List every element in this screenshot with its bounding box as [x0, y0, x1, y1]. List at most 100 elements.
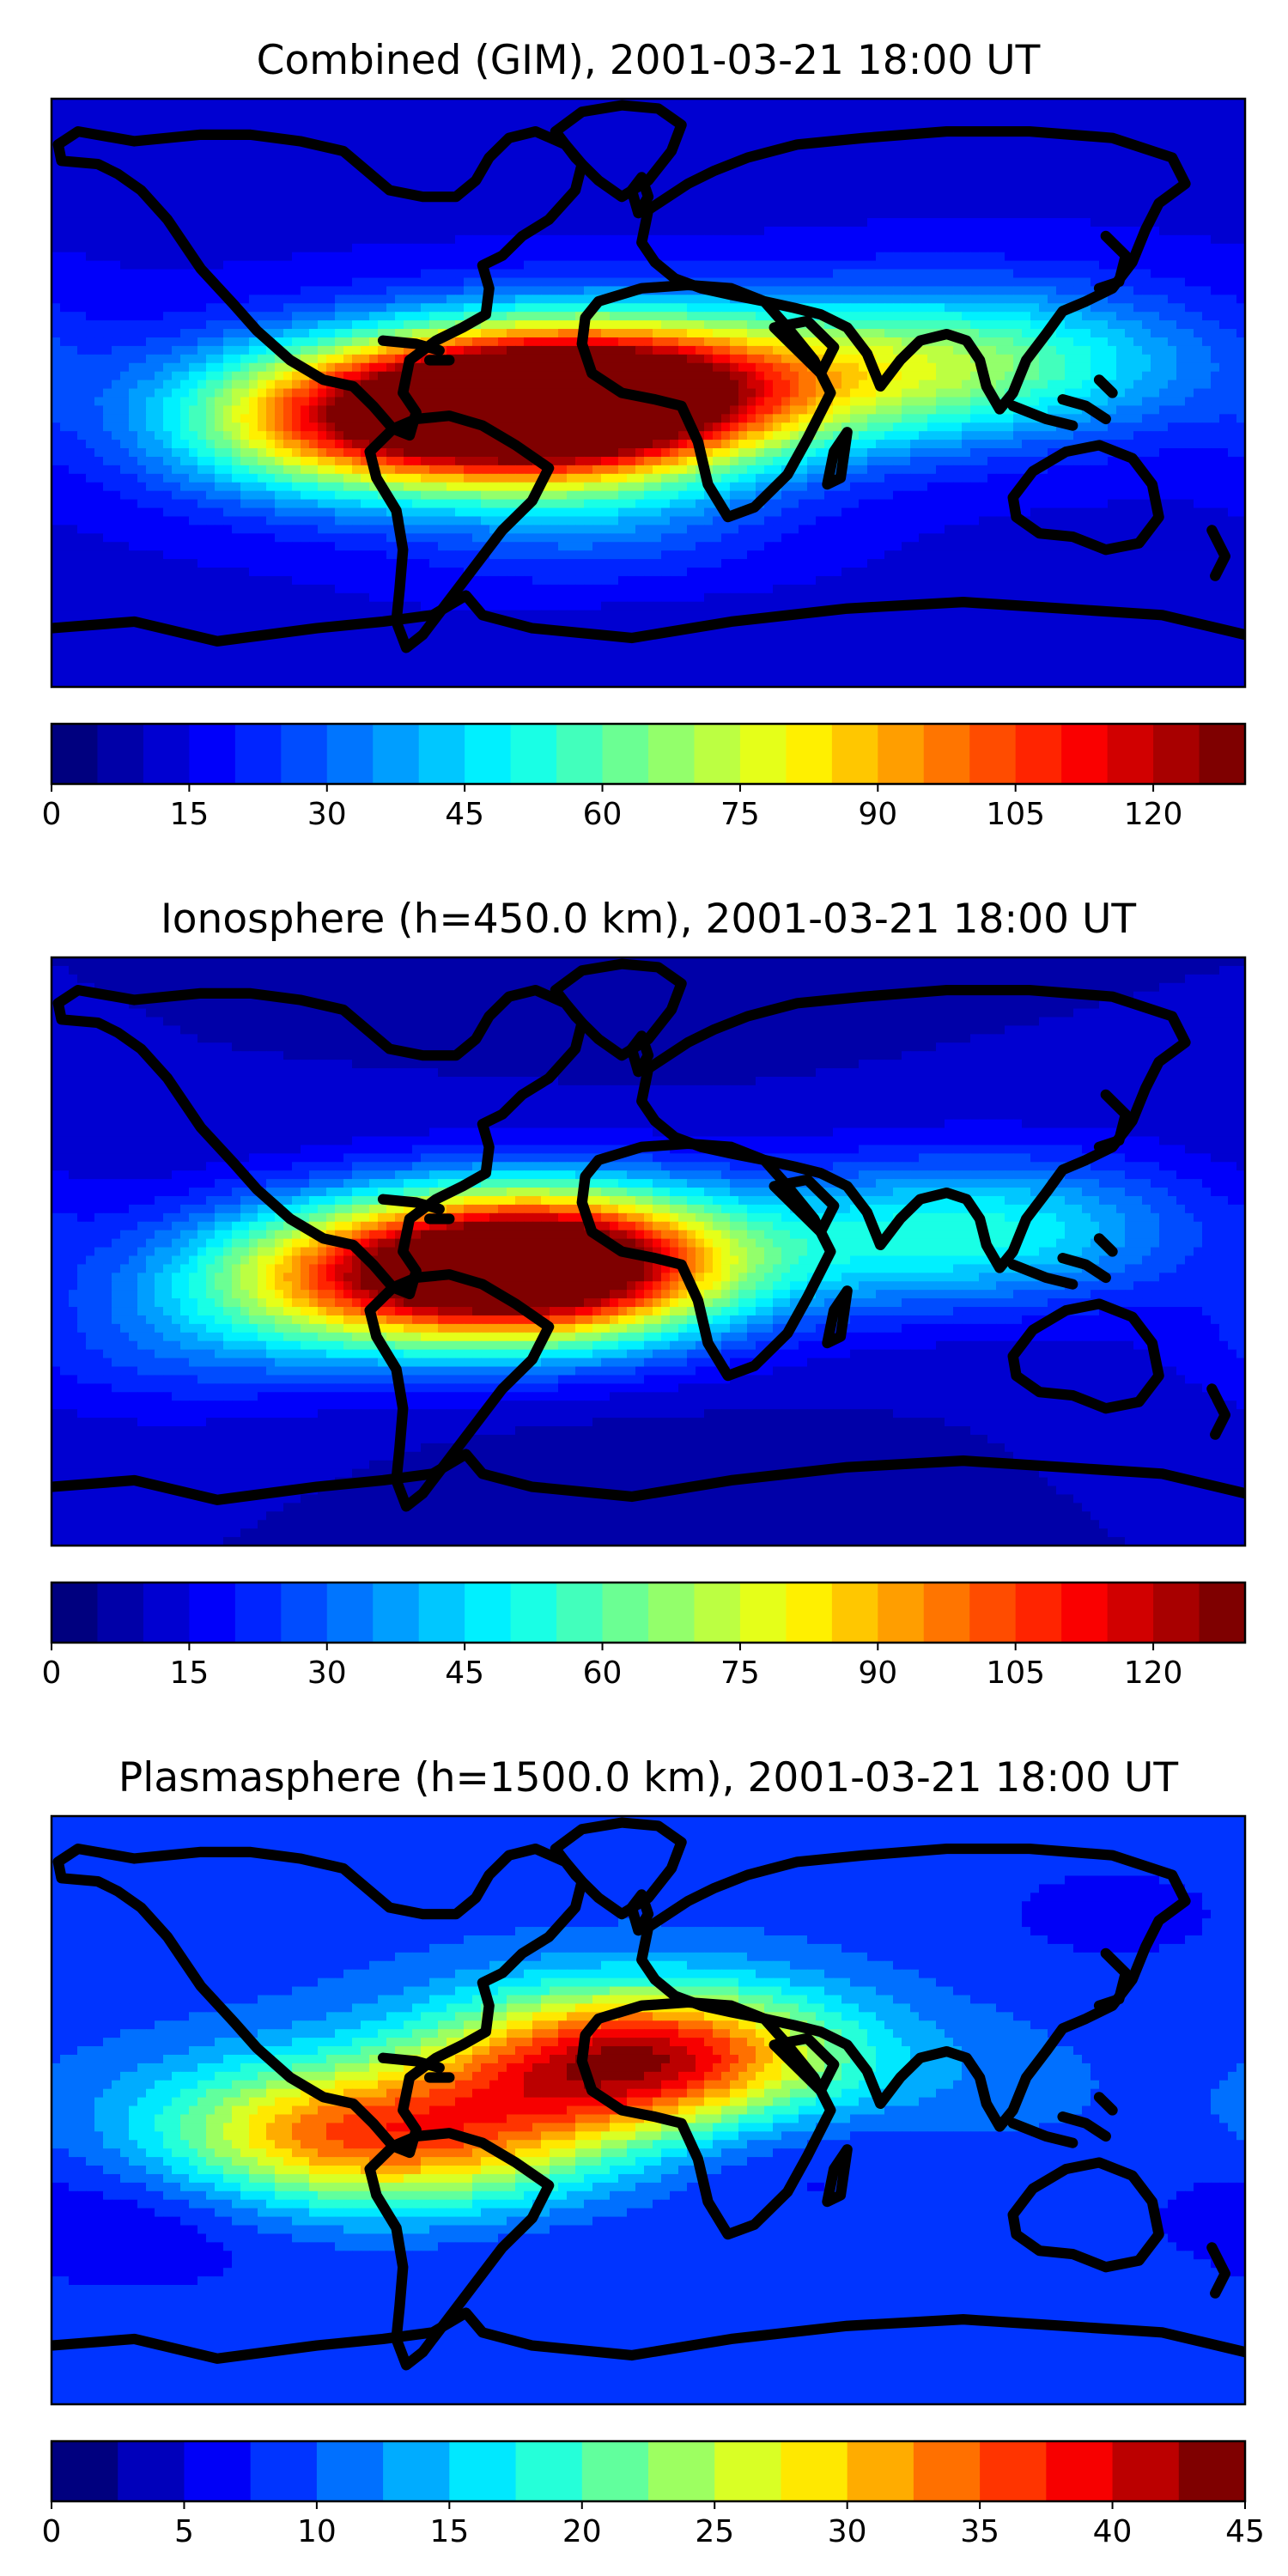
panel-title: Plasmasphere (h=1500.0 km), 2001-03-21 1… [118, 1754, 1178, 1801]
colorbar-tick-label: 15 [429, 2514, 469, 2549]
colorbar-segment [465, 724, 512, 784]
colorbar-segment [847, 2441, 914, 2501]
colorbar-segment [739, 1583, 787, 1643]
colorbar-tick-label: 0 [42, 797, 62, 832]
colorbar-tick-label: 120 [1124, 797, 1183, 832]
colorbar-segment [510, 1583, 557, 1643]
colorbar-segment [969, 724, 1017, 784]
colorbar-segment [143, 724, 190, 784]
colorbar-segment [556, 724, 604, 784]
colorbar-segment [602, 1583, 649, 1643]
panel-plasmasphere: Plasmasphere (h=1500.0 km), 2001-03-21 1… [42, 1754, 1265, 2549]
colorbar-segment [694, 1583, 741, 1643]
colorbar-segment [602, 724, 649, 784]
colorbar-segment [189, 1583, 236, 1643]
colorbar-tick-label: 5 [174, 2514, 194, 2549]
colorbar-segment [969, 1583, 1017, 1643]
colorbar-tick-label: 90 [858, 797, 897, 832]
colorbar-segment [234, 1583, 282, 1643]
map-frame [50, 1814, 1247, 2406]
colorbar-tick-label: 15 [169, 1656, 209, 1691]
map-frame [50, 97, 1247, 689]
colorbar-segment [1107, 724, 1154, 784]
colorbar-segment [1178, 2441, 1246, 2501]
colorbar-tick-label: 120 [1124, 1656, 1183, 1691]
colorbar-tick-label: 60 [583, 797, 623, 832]
colorbar-segment [913, 2441, 981, 2501]
colorbar-segment [648, 2441, 715, 2501]
colorbar: 0 5 10 15 20 25 30 35 40 45 [42, 2439, 1265, 2549]
colorbar-tick-label: 40 [1093, 2514, 1133, 2549]
colorbar-segment [510, 724, 557, 784]
colorbar-segment [878, 1583, 925, 1643]
colorbar-segment [465, 1583, 512, 1643]
colorbar-segment [143, 1583, 190, 1643]
colorbar-segment [1015, 1583, 1062, 1643]
tec-map [52, 99, 1245, 687]
colorbar-segment [118, 2441, 185, 2501]
colorbar-segment [831, 724, 878, 784]
colorbar-segment [1061, 724, 1109, 784]
colorbar-segment [1112, 2441, 1180, 2501]
colorbar-segment [97, 1583, 144, 1643]
colorbar-frame [50, 722, 1247, 786]
colorbar-segment [1199, 1583, 1246, 1643]
colorbar-tick-label: 20 [562, 2514, 602, 2549]
colorbar-frame [50, 2439, 1247, 2503]
colorbar-segment [250, 2441, 318, 2501]
colorbar-segment [326, 724, 374, 784]
colorbar-segment [648, 724, 695, 784]
colorbar-segment [52, 1583, 98, 1643]
tec-map [52, 1816, 1245, 2404]
colorbar-segment [581, 2441, 649, 2501]
panel-title: Combined (GIM), 2001-03-21 18:00 UT [257, 37, 1041, 84]
colorbar-tick-label: 105 [986, 797, 1045, 832]
colorbar-tick-label: 30 [828, 2514, 867, 2549]
colorbar: 0 15 30 45 60 75 90 105 120 [42, 722, 1247, 832]
colorbar-tick-label: 30 [307, 1656, 347, 1691]
colorbar-tick-label: 75 [720, 1656, 760, 1691]
colorbar-tick-label: 90 [858, 1656, 897, 1691]
colorbar-segment [418, 724, 465, 784]
colorbar-segment [1107, 1583, 1154, 1643]
colorbar-segment [449, 2441, 517, 2501]
colorbar-tick-label: 45 [445, 1656, 484, 1691]
colorbar-segment [281, 724, 328, 784]
colorbar-segment [373, 724, 420, 784]
colorbar-segment [234, 724, 282, 784]
colorbar-segment [97, 724, 144, 784]
colorbar-tick-label: 45 [1225, 2514, 1265, 2549]
colorbar-tick-label: 25 [695, 2514, 734, 2549]
colorbar-tick-label: 75 [720, 797, 760, 832]
colorbar-tick-label: 0 [42, 1656, 62, 1691]
colorbar-segment [52, 724, 98, 784]
colorbar-segment [694, 724, 741, 784]
colorbar-tick-label: 15 [169, 797, 209, 832]
colorbar-tick-label: 45 [445, 797, 484, 832]
colorbar-segment [739, 724, 787, 784]
panel-ionosphere: Ionosphere (h=450.0 km), 2001-03-21 18:0… [42, 896, 1247, 1691]
panel-combined: Combined (GIM), 2001-03-21 18:00 UT 0 15 3… [42, 37, 1247, 832]
colorbar-segment [1015, 724, 1062, 784]
colorbar-tick-label: 30 [307, 797, 347, 832]
colorbar-segment [714, 2441, 781, 2501]
colorbar-segment [515, 2441, 583, 2501]
colorbar-segment [781, 2441, 848, 2501]
colorbar-segment [1199, 724, 1246, 784]
colorbar-segment [52, 2441, 118, 2501]
colorbar: 0 15 30 45 60 75 90 105 120 [42, 1581, 1247, 1691]
colorbar-segment [1153, 724, 1200, 784]
colorbar-segment [1046, 2441, 1114, 2501]
colorbar-frame [50, 1581, 1247, 1644]
tec-contour-field [52, 1816, 1245, 2404]
colorbar-segment [786, 724, 833, 784]
colorbar-tick-label: 0 [42, 2514, 62, 2549]
colorbar-segment [281, 1583, 328, 1643]
colorbar-tick-label: 35 [960, 2514, 999, 2549]
colorbar-segment [831, 1583, 878, 1643]
colorbar-segment [316, 2441, 384, 2501]
colorbar-segment [189, 724, 236, 784]
colorbar-segment [556, 1583, 604, 1643]
colorbar-segment [326, 1583, 374, 1643]
